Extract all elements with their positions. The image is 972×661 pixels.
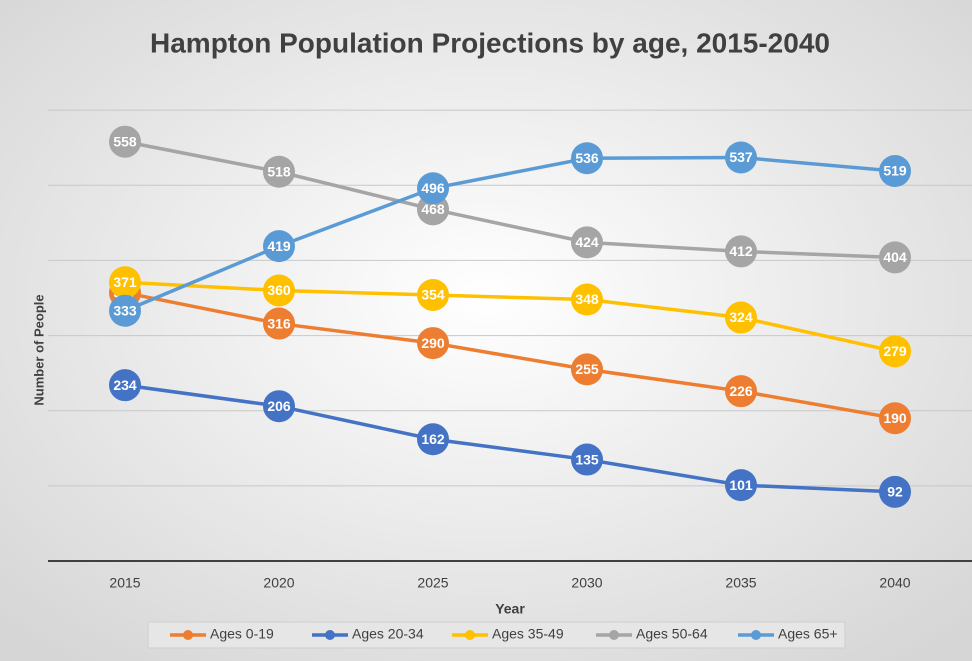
data-point [263,155,295,188]
data-point [571,226,603,259]
data-label: 279 [883,343,907,359]
data-point [263,307,295,340]
data-label: 496 [421,180,445,196]
legend-label: Ages 0-19 [210,626,274,642]
data-point [417,423,449,456]
data-point [725,235,757,268]
data-label: 519 [883,163,907,179]
data-label: 290 [421,335,445,351]
series-line [124,280,896,354]
series-line [124,155,896,313]
data-point [417,278,449,311]
data-point [109,294,141,327]
data-point [879,155,911,188]
legend-label: Ages 50-64 [636,626,708,642]
data-label: 412 [729,243,753,259]
data-label: 333 [113,302,137,318]
data-label: 324 [729,309,753,325]
data-point [417,327,449,360]
data-label: 316 [267,315,291,331]
x-tick-label: 2025 [417,575,448,591]
legend-marker [183,630,193,640]
data-point [879,402,911,435]
data-label: 468 [421,201,445,217]
series-line [124,383,896,494]
data-label: 190 [883,410,907,426]
data-label: 135 [575,451,599,467]
legend-marker [609,630,619,640]
data-label: 92 [887,484,903,500]
data-label: 536 [575,150,599,166]
data-point [571,142,603,175]
x-tick-label: 2040 [879,575,910,591]
data-point [725,141,757,174]
series-line [124,291,896,420]
data-point [725,375,757,408]
data-point [879,335,911,368]
data-point [571,353,603,386]
data-point [417,172,449,205]
data-label: 206 [267,398,291,414]
x-tick-label: 2030 [571,575,602,591]
data-label: 255 [575,361,599,377]
data-label: 226 [729,383,753,399]
data-point [263,390,295,423]
x-axis-title: Year [495,601,525,617]
x-tick-label: 2020 [263,575,294,591]
data-point [571,283,603,316]
data-point [109,266,141,299]
legend-box [147,621,846,649]
data-label: 537 [729,149,753,165]
data-label: 360 [267,282,291,298]
data-point [725,301,757,334]
series-line [124,139,896,260]
x-tick-label: 2035 [725,575,756,591]
data-point [725,469,757,502]
data-point [571,443,603,476]
data-label: 371 [113,274,137,290]
data-point [263,274,295,307]
legend-marker [465,630,475,640]
data-label: 518 [267,163,291,179]
data-label: 354 [421,287,445,303]
data-label: 101 [729,477,753,493]
y-axis-title: Number of People [31,294,46,405]
legend-label: Ages 20-34 [352,626,424,642]
data-label: 404 [883,249,907,265]
legend-label: Ages 35-49 [492,626,564,642]
data-point [109,125,141,158]
data-point [109,369,141,402]
data-label: 424 [575,234,599,250]
legend-marker [325,630,335,640]
data-point [263,230,295,263]
x-tick-label: 2015 [109,575,140,591]
data-label: 162 [421,431,445,447]
data-label: 348 [575,291,599,307]
chart-title: Hampton Population Projections by age, 2… [150,27,830,58]
data-label: 558 [113,133,137,149]
legend-marker [751,630,761,640]
data-label: 234 [113,377,137,393]
legend-label: Ages 65+ [778,626,838,642]
data-label: 419 [267,238,291,254]
data-point [879,475,911,508]
data-point [879,241,911,274]
